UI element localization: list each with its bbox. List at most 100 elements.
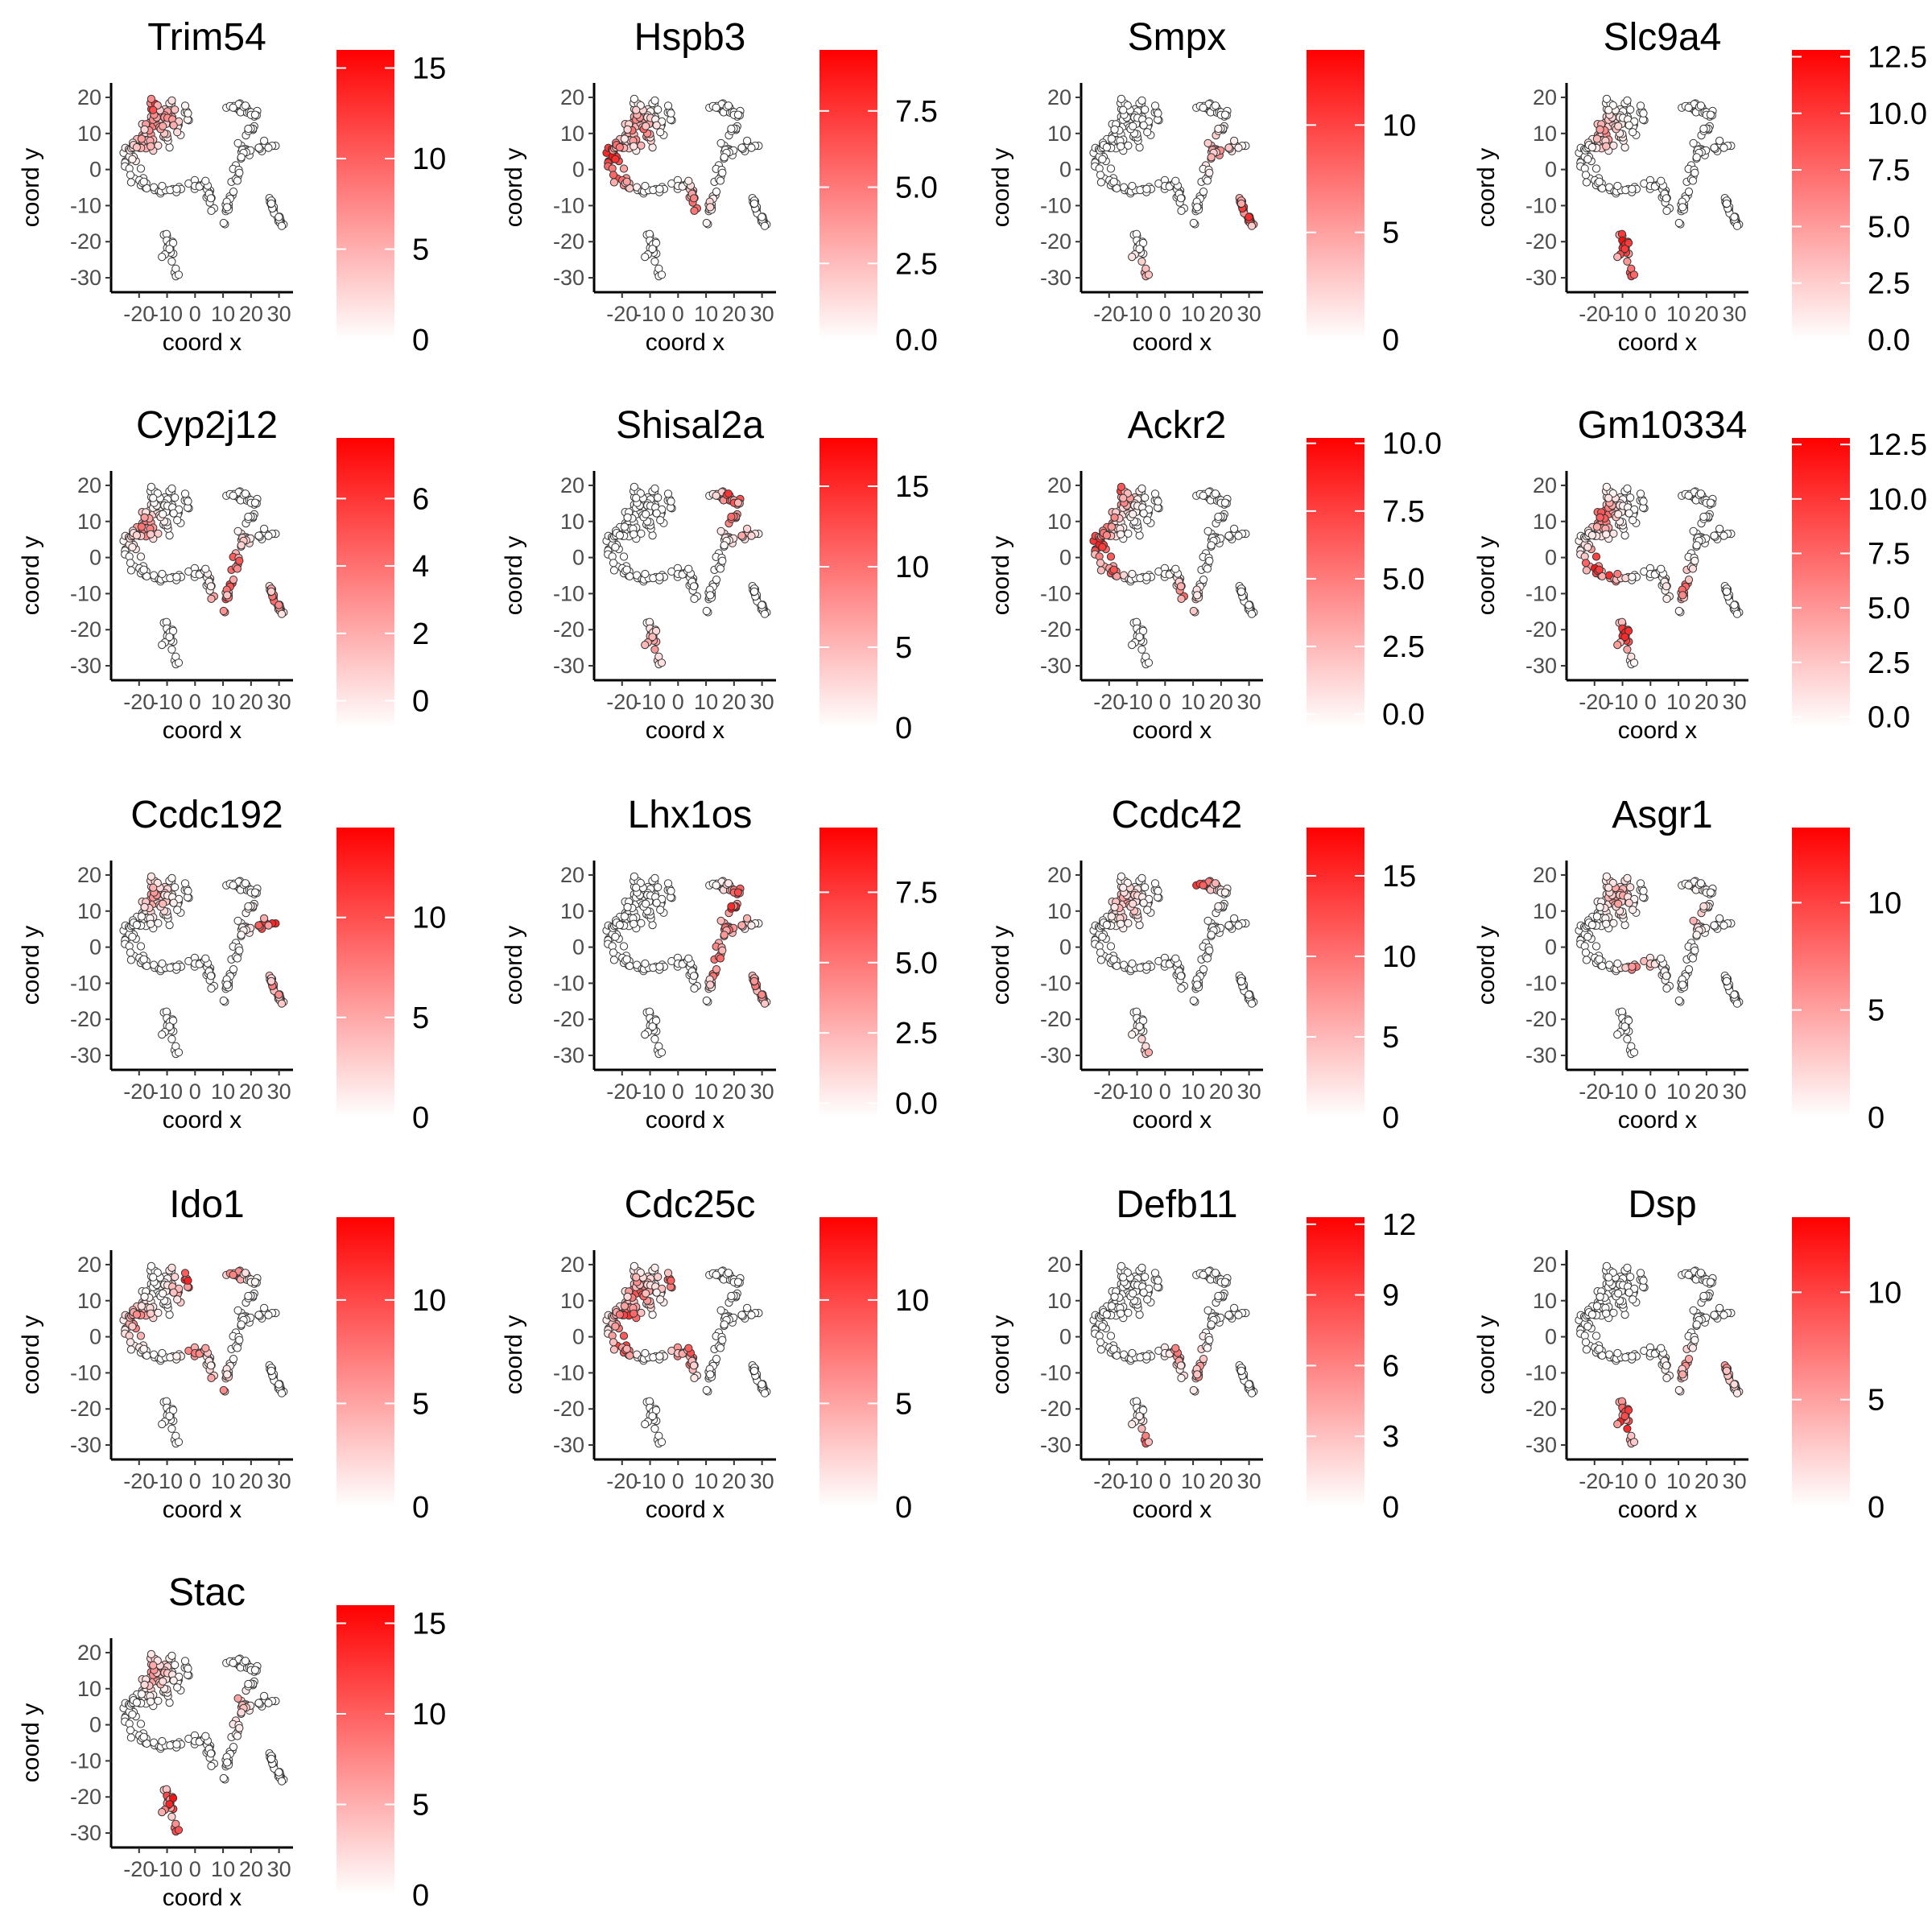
data-point <box>237 541 246 550</box>
data-point <box>1117 1309 1125 1318</box>
data-point <box>1203 954 1212 963</box>
data-point <box>128 932 137 941</box>
y-tick-label: 0 <box>572 935 584 960</box>
data-point <box>706 203 715 212</box>
data-point <box>1177 1373 1186 1382</box>
data-point <box>180 489 190 498</box>
data-point <box>733 1278 742 1286</box>
data-point <box>1689 916 1698 925</box>
data-point <box>167 1034 176 1043</box>
colorbar-tick-label: 10 <box>895 551 929 584</box>
data-point <box>233 526 242 535</box>
data-point <box>219 606 228 616</box>
data-point <box>137 134 146 143</box>
data-point <box>235 168 244 177</box>
data-point <box>1604 105 1613 114</box>
colorbar-tick-label: 0.0 <box>895 1088 938 1121</box>
x-tick-label: 30 <box>1723 690 1747 714</box>
colorbar-tick-label: 5 <box>412 1001 429 1035</box>
data-point <box>1214 902 1223 911</box>
data-point <box>689 1361 699 1370</box>
data-point <box>718 168 727 177</box>
data-point <box>650 484 659 493</box>
data-point <box>623 1292 632 1301</box>
data-point <box>169 238 178 247</box>
x-tick-label: -10 <box>151 690 183 714</box>
data-point <box>648 1311 657 1319</box>
x-tick-label: 20 <box>722 1469 746 1493</box>
data-point <box>1706 110 1715 119</box>
data-point <box>1623 96 1632 105</box>
colorbar-tick-label: 6 <box>412 482 429 516</box>
data-point <box>219 1385 228 1395</box>
colorbar-tick-label: 7.5 <box>1868 154 1910 188</box>
data-point <box>229 491 237 500</box>
x-tick-label: 10 <box>1666 690 1690 714</box>
colorbar-tick-label: 5.0 <box>1868 210 1910 244</box>
scatter-points <box>1089 482 1258 669</box>
y-tick-label: 20 <box>1047 473 1071 497</box>
data-point <box>1678 203 1687 212</box>
panel-title: Ccdc42 <box>1112 794 1243 836</box>
scatter-points <box>1575 872 1744 1059</box>
y-tick-label: -20 <box>1040 229 1071 254</box>
data-point <box>727 1291 736 1301</box>
data-point <box>275 1380 283 1389</box>
y-tick-label: 0 <box>1059 935 1071 960</box>
data-point <box>1098 543 1107 551</box>
x-axis-label: coord x <box>1618 717 1697 744</box>
x-tick-label: -10 <box>634 302 666 326</box>
data-point <box>716 138 725 147</box>
data-point <box>1730 601 1739 609</box>
data-point <box>648 245 657 254</box>
panel-title: Gm10334 <box>1578 404 1748 447</box>
data-point <box>174 270 184 279</box>
y-tick-label: 20 <box>1047 863 1071 887</box>
y-tick-label: 0 <box>1059 158 1071 182</box>
x-tick-label: -10 <box>1121 690 1153 714</box>
x-tick-label: 20 <box>239 1080 263 1104</box>
colorbar <box>819 828 877 1117</box>
data-point <box>663 1269 673 1278</box>
colorbar-tick-label: 0 <box>895 712 912 745</box>
data-point <box>1710 531 1719 540</box>
y-tick-label: 10 <box>560 122 584 146</box>
panel-title: Smpx <box>1128 16 1227 59</box>
data-point <box>167 1263 176 1273</box>
data-point <box>1732 609 1742 618</box>
colorbar-tick-label: 10 <box>412 142 446 176</box>
x-tick-label: 20 <box>1209 690 1233 714</box>
data-point <box>201 564 210 573</box>
data-point <box>1624 121 1633 130</box>
data-point <box>1699 512 1708 522</box>
data-point <box>690 206 699 215</box>
data-point <box>158 1420 167 1429</box>
data-point <box>655 962 664 971</box>
data-point <box>656 516 665 525</box>
data-point <box>657 658 667 667</box>
data-point <box>1613 569 1622 579</box>
data-point <box>716 526 725 535</box>
scatter-points <box>1575 482 1744 669</box>
y-tick-label: -10 <box>1525 581 1557 605</box>
colorbar-tick-label: 7.5 <box>1382 495 1425 529</box>
data-point <box>1102 142 1111 152</box>
data-point <box>244 1291 253 1301</box>
y-tick-label: -10 <box>70 581 101 605</box>
panel-title: Defb11 <box>1116 1183 1237 1226</box>
data-point <box>1690 946 1699 955</box>
data-point <box>630 872 638 881</box>
x-tick-label: 30 <box>750 690 774 714</box>
x-tick-label: 0 <box>189 690 201 714</box>
data-point <box>1102 530 1111 540</box>
data-point <box>277 609 287 618</box>
data-point <box>760 999 770 1008</box>
